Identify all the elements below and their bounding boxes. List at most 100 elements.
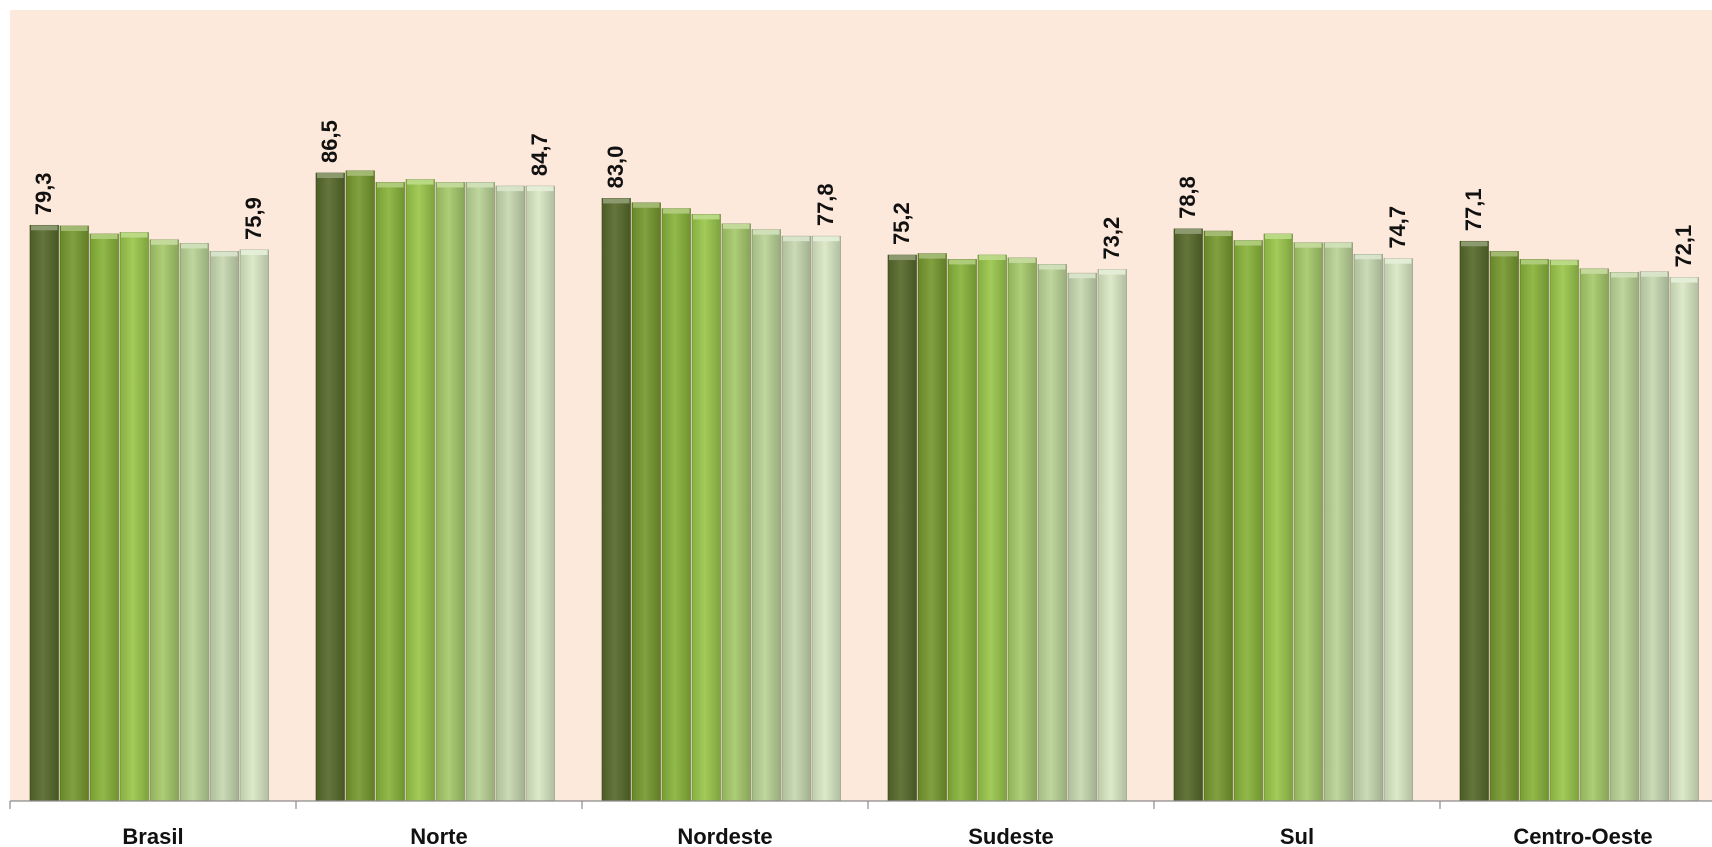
bar-cap — [407, 179, 434, 185]
bar-cap — [61, 226, 88, 232]
bar-sudeste-5 — [1007, 257, 1037, 802]
bar-norte-4 — [405, 179, 435, 802]
bar-norte-5 — [435, 182, 465, 802]
bar-cap — [1265, 233, 1292, 239]
bar-cap — [1521, 259, 1548, 265]
bar-sul-6 — [1323, 242, 1353, 802]
bar-cap — [949, 259, 976, 265]
category-label: Nordeste — [677, 824, 772, 847]
data-label-first: 83,0 — [603, 146, 628, 189]
bar-cap — [121, 232, 148, 238]
bar-cap — [889, 255, 916, 261]
bar-centro-oeste-3 — [1519, 259, 1549, 802]
bar-cap — [1325, 242, 1352, 248]
bar-cap — [1581, 268, 1608, 274]
bar-cap — [1551, 260, 1578, 266]
bar-sudeste-4 — [977, 254, 1007, 802]
bar-sudeste-7 — [1067, 272, 1097, 802]
bar-cap — [633, 202, 660, 208]
category-labels-layer: Brasil Norte Nordeste Sudeste Sul Centro-Oest… — [122, 824, 1652, 847]
bar-sudeste-3 — [947, 259, 977, 802]
bar-norte-8 — [525, 185, 555, 802]
bar-cap — [151, 239, 178, 245]
data-label-first: 77,1 — [1461, 188, 1486, 231]
data-label-first: 86,5 — [317, 120, 342, 163]
data-label-first: 79,3 — [31, 172, 56, 215]
bar-cap — [1099, 269, 1126, 275]
bar-cap — [919, 253, 946, 259]
data-label-last: 84,7 — [527, 133, 552, 176]
bar-cap — [1641, 271, 1668, 277]
bar-cap — [497, 186, 524, 192]
bar-nordeste-8 — [811, 235, 841, 802]
bar-nordeste-7 — [781, 235, 811, 802]
bar-cap — [1205, 231, 1232, 237]
bar-cap — [467, 182, 494, 188]
category-label: Sudeste — [968, 824, 1054, 847]
bar-cap — [31, 225, 58, 231]
bar-centro-oeste-4 — [1549, 259, 1579, 802]
bar-cap — [211, 251, 238, 257]
bar-cap — [1611, 272, 1638, 278]
bar-cap — [527, 186, 554, 192]
bar-cap — [783, 236, 810, 242]
bar-cap — [693, 214, 720, 220]
bar-centro-oeste-6 — [1609, 272, 1639, 802]
bar-sul-8 — [1383, 258, 1413, 802]
bar-sudeste-6 — [1037, 264, 1067, 802]
category-label: Norte — [410, 824, 467, 847]
data-label-first: 78,8 — [1175, 176, 1200, 219]
bar-norte-2 — [345, 170, 375, 802]
data-label-last: 73,2 — [1099, 217, 1124, 260]
bar-norte-3 — [375, 182, 405, 802]
bar-cap — [1461, 241, 1488, 247]
bar-norte-6 — [465, 182, 495, 802]
bar-brasil-4 — [119, 232, 149, 802]
bar-cap — [813, 236, 840, 242]
bar-brasil-1 — [29, 224, 59, 802]
bar-cap — [241, 249, 268, 255]
bar-centro-oeste-2 — [1489, 251, 1519, 802]
bar-sudeste-2 — [917, 253, 947, 802]
bar-cap — [1235, 240, 1262, 246]
plot-area — [10, 10, 1712, 801]
bar-cap — [1295, 242, 1322, 248]
bar-cap — [1671, 277, 1698, 283]
bar-cap — [377, 182, 404, 188]
data-label-first: 75,2 — [889, 202, 914, 245]
bar-centro-oeste-5 — [1579, 268, 1609, 802]
bar-sul-5 — [1293, 242, 1323, 802]
bar-cap — [979, 255, 1006, 261]
bar-nordeste-1 — [601, 198, 631, 802]
bar-sul-4 — [1263, 233, 1293, 802]
bar-cap — [1009, 257, 1036, 263]
bar-cap — [1039, 264, 1066, 270]
bar-cap — [723, 223, 750, 229]
bar-norte-1 — [315, 172, 345, 802]
bar-sul-3 — [1233, 240, 1263, 802]
category-label: Centro-Oeste — [1513, 824, 1652, 847]
x-axis-ticks — [9, 801, 1441, 809]
bar-brasil-3 — [89, 233, 119, 802]
bar-cap — [1069, 273, 1096, 279]
bar-sudeste-8 — [1097, 269, 1127, 802]
bar-cap — [347, 170, 374, 176]
data-labels-layer: 79,3 75,9 86,5 84,7 83,0 77,8 75,2 73,2 78,8 74,7… — [31, 120, 1696, 267]
bar-cap — [663, 208, 690, 214]
bar-cap — [603, 198, 630, 204]
data-label-last: 72,1 — [1671, 225, 1696, 268]
bar-cap — [91, 233, 118, 239]
bar-cap — [317, 173, 344, 179]
bar-nordeste-3 — [661, 208, 691, 802]
data-label-last: 75,9 — [241, 197, 266, 240]
bar-cap — [181, 243, 208, 249]
bar-sul-2 — [1203, 230, 1233, 802]
bar-centro-oeste-7 — [1639, 271, 1669, 802]
bar-nordeste-2 — [631, 202, 661, 802]
data-label-last: 77,8 — [813, 183, 838, 226]
bar-nordeste-5 — [721, 223, 751, 802]
bar-centro-oeste-1 — [1459, 240, 1489, 802]
bar-brasil-7 — [209, 251, 239, 802]
data-label-last: 74,7 — [1385, 206, 1410, 249]
